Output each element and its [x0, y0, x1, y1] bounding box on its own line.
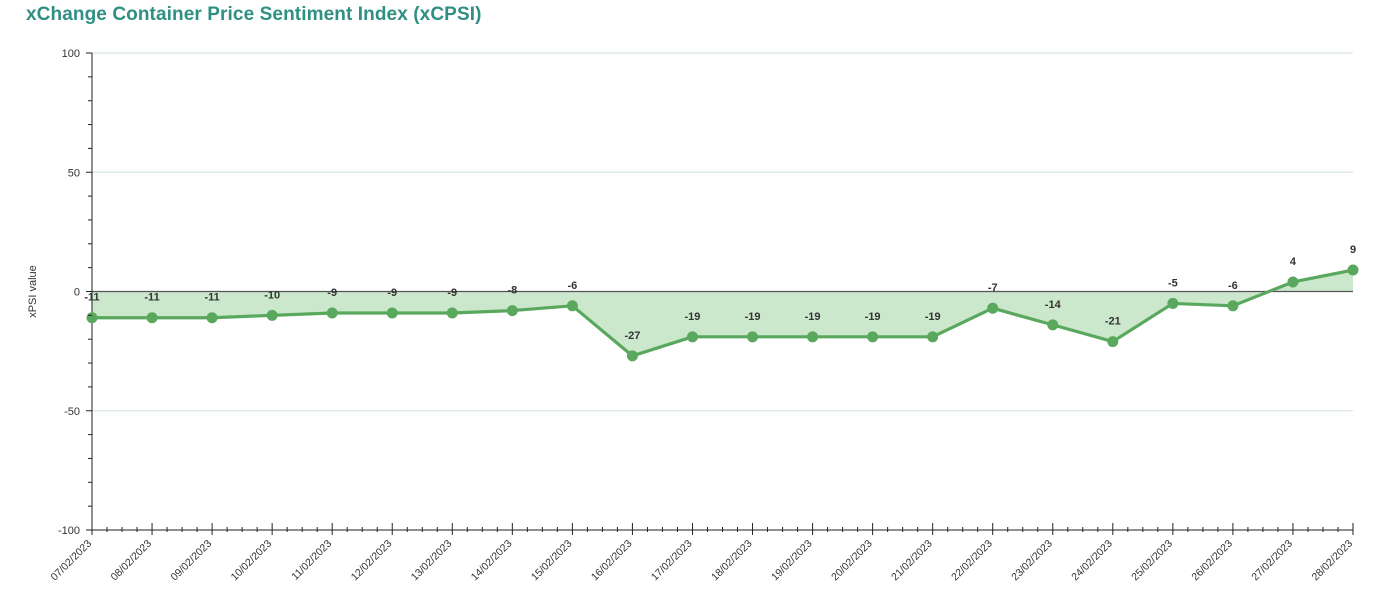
- data-point: [987, 302, 999, 314]
- data-point: [1047, 319, 1059, 331]
- data-label: 4: [1290, 256, 1297, 268]
- data-label: -10: [264, 289, 280, 301]
- data-label: -19: [865, 311, 881, 323]
- y-axis-title: xPSI value: [27, 265, 39, 318]
- data-label: -9: [447, 287, 457, 299]
- data-label: -19: [745, 311, 761, 323]
- x-tick-label: 24/02/2023: [1069, 538, 1115, 584]
- data-points: [86, 264, 1359, 362]
- data-point: [927, 331, 939, 343]
- data-label: -6: [1228, 280, 1238, 292]
- x-tick-label: 27/02/2023: [1249, 538, 1295, 584]
- data-point: [1107, 336, 1119, 348]
- y-tick-label: 100: [62, 48, 80, 60]
- data-label: -14: [1045, 299, 1062, 311]
- data-point: [506, 305, 518, 317]
- data-point: [807, 331, 819, 343]
- data-point: [146, 312, 158, 324]
- x-tick-label: 20/02/2023: [829, 538, 875, 584]
- data-point: [1287, 276, 1299, 288]
- data-point: [1227, 300, 1239, 312]
- x-tick-label: 16/02/2023: [589, 538, 635, 584]
- y-axis-ticks: -100 -50 0 50 100: [58, 48, 92, 537]
- x-tick-label: 28/02/2023: [1309, 538, 1355, 584]
- data-point: [266, 309, 278, 321]
- y-tick-label: -50: [64, 406, 80, 418]
- x-tick-label: 26/02/2023: [1189, 538, 1235, 584]
- data-label: -8: [507, 285, 517, 297]
- data-label: -9: [387, 287, 397, 299]
- x-tick-label: 18/02/2023: [709, 538, 755, 584]
- y-tick-label: 0: [74, 287, 80, 299]
- data-labels: -11 -11 -11 -10 -9 -9 -9 -8 -6 -27 -19 -19 -19 -19 -19…: [84, 244, 1356, 342]
- data-point: [1167, 297, 1179, 309]
- x-axis-ticks: 07/02/2023 08/02/2023 09/02/2023 10/02/2023…: [48, 523, 1355, 583]
- y-tick-label: 50: [68, 167, 80, 179]
- data-point: [86, 312, 98, 324]
- data-label: -11: [204, 292, 219, 304]
- x-tick-label: 09/02/2023: [169, 538, 215, 584]
- x-tick-label: 15/02/2023: [529, 538, 575, 584]
- x-tick-label: 23/02/2023: [1009, 538, 1055, 584]
- data-label: -21: [1105, 316, 1121, 328]
- data-point: [867, 331, 879, 343]
- data-label: 9: [1350, 244, 1356, 256]
- x-tick-label: 13/02/2023: [409, 538, 455, 584]
- data-point: [1347, 264, 1359, 276]
- data-label: -11: [84, 292, 99, 304]
- data-point: [326, 307, 338, 319]
- data-point: [206, 312, 218, 324]
- area-fill: [92, 270, 1353, 356]
- series-polyline: [90, 268, 1355, 358]
- axes: [91, 53, 1353, 531]
- x-tick-label: 21/02/2023: [889, 538, 935, 584]
- data-label: -19: [925, 311, 941, 323]
- data-point: [446, 307, 458, 319]
- chart-title: xChange Container Price Sentiment Index …: [26, 4, 482, 25]
- x-tick-label: 10/02/2023: [229, 538, 275, 584]
- data-label: -27: [624, 330, 640, 342]
- data-label: -5: [1168, 277, 1178, 289]
- y-tick-label: -100: [58, 525, 80, 537]
- data-label: -19: [685, 311, 701, 323]
- x-tick-label: 25/02/2023: [1129, 538, 1175, 584]
- data-point: [386, 307, 398, 319]
- data-point: [626, 350, 638, 362]
- x-tick-label: 14/02/2023: [469, 538, 515, 584]
- data-label: -6: [567, 280, 577, 292]
- x-tick-label: 12/02/2023: [349, 538, 395, 584]
- data-point: [686, 331, 698, 343]
- data-point: [566, 300, 578, 312]
- series-line: [90, 268, 1355, 358]
- area-fill-shape: [92, 270, 1353, 356]
- x-tick-label: 19/02/2023: [769, 538, 815, 584]
- data-label: -19: [805, 311, 821, 323]
- x-tick-label: 08/02/2023: [109, 538, 155, 584]
- x-tick-label: 22/02/2023: [949, 538, 995, 584]
- data-label: -7: [988, 282, 998, 294]
- data-label: -9: [327, 287, 337, 299]
- x-tick-label: 07/02/2023: [48, 538, 94, 584]
- x-tick-label: 11/02/2023: [289, 538, 334, 583]
- data-point: [747, 331, 759, 343]
- data-label: -11: [144, 292, 159, 304]
- x-tick-label: 17/02/2023: [649, 538, 695, 584]
